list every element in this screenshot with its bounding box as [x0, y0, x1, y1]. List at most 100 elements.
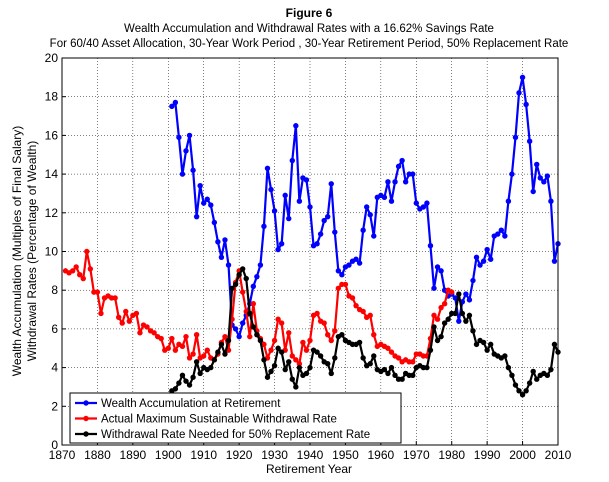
data-point: [530, 188, 536, 195]
data-point: [395, 355, 402, 361]
data-point: [190, 374, 196, 380]
data-point: [317, 231, 324, 237]
data-point: [165, 345, 171, 351]
data-point: [186, 132, 193, 139]
data-point: [144, 324, 150, 330]
data-point: [470, 277, 476, 284]
y-tick-label: 4: [51, 361, 58, 375]
data-point: [449, 289, 455, 295]
data-point: [388, 349, 395, 355]
data-point: [480, 258, 487, 264]
data-point: [236, 272, 242, 278]
data-point: [519, 74, 526, 81]
legend-swatch-marker: [83, 400, 89, 406]
data-point: [293, 384, 299, 390]
data-point: [526, 138, 533, 144]
data-point: [151, 330, 157, 336]
legend-box: [69, 392, 402, 444]
data-point: [293, 357, 299, 363]
data-point: [410, 359, 416, 365]
y-axis-label-1: Wealth Accumulation (Multiples of Final …: [10, 126, 24, 377]
data-point: [307, 337, 313, 344]
data-point: [445, 316, 451, 322]
data-point: [98, 310, 104, 317]
data-point: [172, 99, 179, 106]
data-point: [526, 380, 533, 386]
data-point: [254, 332, 260, 338]
data-point: [328, 337, 334, 344]
x-axis-ticks: 1870 1880 1890 1900 1910 1920 1930 1940 1950 1960…: [49, 441, 572, 462]
data-point: [172, 386, 179, 392]
data-point: [250, 301, 257, 307]
data-point: [275, 345, 281, 351]
data-point: [222, 333, 228, 340]
data-point: [431, 324, 437, 330]
y-tick-label: 8: [51, 283, 58, 297]
data-point: [551, 341, 558, 348]
x-tick-label: 1910: [190, 448, 217, 462]
data-point: [176, 380, 182, 386]
y-axis-label-2: Withdrawal Rates (Percentage of Wealth): [25, 141, 39, 362]
data-point: [222, 351, 228, 357]
data-point: [123, 308, 129, 315]
data-point: [261, 357, 267, 363]
data-point: [215, 239, 221, 245]
data-point: [395, 163, 402, 170]
data-point: [356, 260, 363, 266]
data-point: [218, 341, 225, 348]
data-point: [487, 341, 494, 348]
plot-area: [62, 58, 558, 445]
data-point: [325, 213, 331, 220]
data-point: [232, 326, 239, 332]
data-point: [183, 148, 189, 154]
data-point: [441, 301, 448, 307]
legend-label: Actual Maximum Sustainable Withdrawal Ra…: [101, 414, 337, 426]
data-point: [254, 273, 260, 280]
data-point: [286, 330, 292, 336]
data-point: [424, 200, 430, 206]
data-point: [77, 272, 83, 278]
data-point: [544, 173, 551, 179]
x-tick-label: 2010: [545, 448, 572, 462]
x-tick-label: 2000: [509, 448, 536, 462]
data-point: [126, 318, 133, 324]
y-tick-label: 18: [45, 90, 59, 104]
data-point: [179, 343, 186, 350]
data-point: [346, 262, 352, 268]
data-point: [463, 291, 469, 297]
data-point: [239, 266, 246, 272]
data-point: [360, 355, 366, 361]
x-tick-label: 1990: [474, 448, 501, 462]
data-point: [325, 361, 331, 367]
data-point: [328, 181, 334, 187]
data-point: [335, 285, 342, 291]
data-point: [498, 227, 505, 233]
data-point: [480, 339, 487, 346]
data-point: [385, 345, 391, 351]
data-point: [431, 285, 437, 291]
data-point: [502, 233, 508, 239]
data-point: [381, 366, 388, 373]
data-point: [388, 364, 395, 371]
data-point: [73, 264, 79, 270]
data-point: [303, 177, 310, 183]
data-point: [257, 262, 264, 268]
data-point: [516, 90, 522, 96]
data-point: [264, 374, 271, 380]
data-point: [112, 295, 118, 301]
data-point: [250, 324, 257, 330]
data-point: [427, 347, 434, 353]
data-point: [190, 351, 196, 357]
data-point: [257, 337, 264, 344]
data-point: [268, 186, 274, 193]
data-point: [523, 101, 529, 108]
data-point: [335, 268, 342, 274]
data-point: [275, 246, 281, 253]
data-point: [339, 272, 345, 278]
y-tick-label: 2: [51, 399, 58, 413]
data-point: [452, 310, 458, 317]
data-point: [484, 347, 490, 353]
data-point: [470, 328, 476, 334]
data-point: [505, 364, 512, 371]
chart-title: Figure 6: [286, 6, 333, 20]
